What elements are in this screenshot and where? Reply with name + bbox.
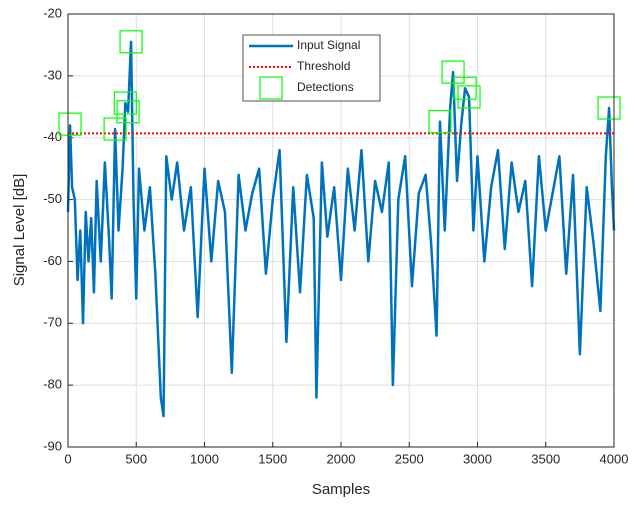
detection-marker — [428, 110, 452, 134]
y-tick-label: -70 — [43, 315, 62, 330]
x-tick-label: 1000 — [190, 451, 219, 466]
x-tick-label: 0 — [64, 451, 71, 466]
y-tick-label: -30 — [43, 67, 62, 82]
detection-marker — [457, 85, 481, 109]
detection-marker — [113, 91, 137, 115]
x-tick-label: 2500 — [395, 451, 424, 466]
y-tick-label: -40 — [43, 129, 62, 144]
detection-marker — [441, 60, 465, 84]
legend-label: Detections — [297, 80, 354, 94]
legend-swatch — [259, 76, 283, 100]
detection-marker — [103, 117, 127, 141]
y-tick-label: -90 — [43, 438, 62, 453]
y-tick-label: -80 — [43, 377, 62, 392]
detection-marker — [597, 96, 621, 120]
y-tick-label: -60 — [43, 253, 62, 268]
x-tick-label: 1500 — [258, 451, 287, 466]
y-axis-label: Signal Level [dB] — [11, 174, 28, 287]
y-tick-label: -20 — [43, 5, 62, 20]
axes-box — [67, 13, 615, 448]
x-tick-label: 3500 — [531, 451, 560, 466]
x-tick-label: 500 — [125, 451, 147, 466]
series-line — [66, 40, 616, 418]
x-tick-label: 3000 — [463, 451, 492, 466]
x-axis-label: Samples — [312, 481, 370, 498]
legend-label: Threshold — [297, 59, 350, 73]
detection-marker — [116, 100, 140, 124]
detection-marker — [58, 112, 82, 136]
y-tick-label: -50 — [43, 191, 62, 206]
detection-marker — [119, 30, 143, 54]
x-tick-label: 4000 — [600, 451, 629, 466]
legend-label: Input Signal — [297, 38, 360, 52]
detection-marker — [453, 76, 477, 100]
x-tick-label: 2000 — [327, 451, 356, 466]
